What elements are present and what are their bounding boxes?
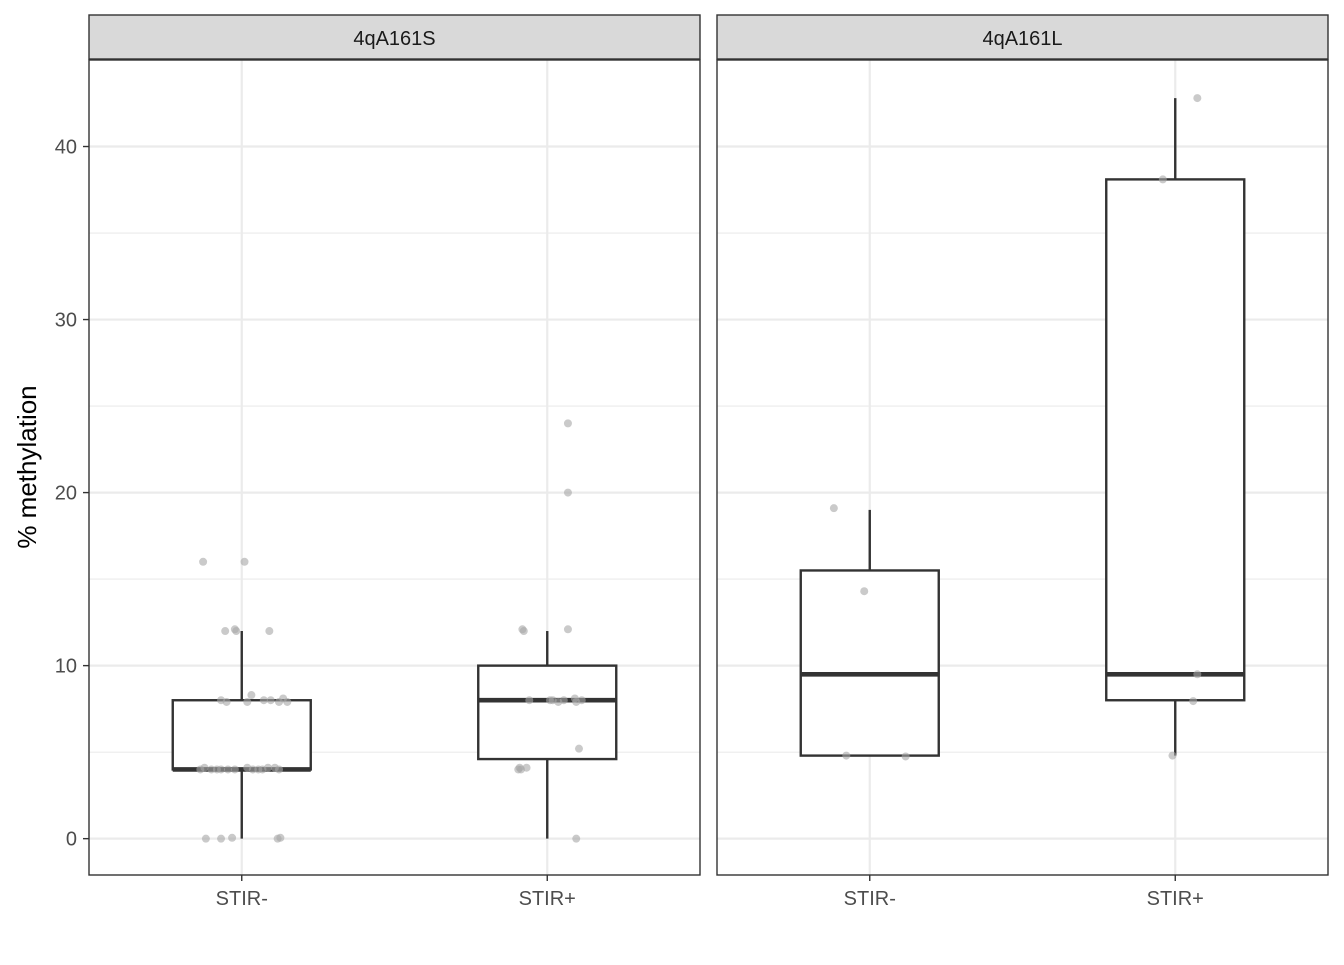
facet-strip-label: 4qA161S — [353, 28, 435, 50]
facet-panel-4qA161S: 4qA161S STIR- STIR+ — [88, 14, 701, 910]
data-point — [248, 765, 257, 774]
data-point — [228, 833, 237, 842]
x-tick-label: STIR- — [216, 888, 268, 910]
data-point — [199, 557, 208, 566]
data-point — [230, 625, 239, 634]
y-tick-label: 10 — [55, 656, 77, 678]
data-point — [563, 419, 572, 428]
y-axis-title: % methylation — [12, 385, 42, 548]
data-point — [217, 834, 226, 843]
data-point — [201, 834, 210, 843]
data-point — [1158, 175, 1167, 184]
data-point — [275, 765, 284, 774]
facet-panel-4qA161L: 4qA161L STIR- STIR+ — [716, 14, 1329, 910]
data-point — [230, 765, 239, 774]
data-point — [1168, 751, 1177, 760]
x-tick-label: STIR- — [844, 888, 896, 910]
facet-panels: 4qA161S STIR- STIR+ 4qA161L STIR- STIR+ — [88, 14, 1329, 910]
data-point — [572, 834, 581, 843]
data-point — [842, 751, 851, 760]
data-point — [259, 696, 268, 705]
box — [477, 664, 618, 761]
data-point — [518, 625, 527, 634]
box — [799, 569, 940, 757]
data-point — [559, 696, 568, 705]
data-point — [522, 763, 531, 772]
data-point — [217, 765, 226, 774]
panel-border — [88, 59, 701, 876]
y-tick-label: 40 — [55, 137, 77, 159]
y-tick-label: 20 — [55, 483, 77, 505]
box — [171, 699, 312, 771]
x-tick-label: STIR+ — [519, 888, 576, 910]
box — [1105, 178, 1246, 702]
x-tick-label: STIR+ — [1147, 888, 1204, 910]
data-point — [200, 763, 209, 772]
data-point — [276, 833, 285, 842]
y-axis: 0 10 20 30 40 — [55, 137, 89, 851]
data-point — [574, 744, 583, 753]
data-point — [829, 504, 838, 513]
data-point — [223, 765, 232, 774]
panel-border — [716, 59, 1329, 876]
data-point — [207, 765, 216, 774]
data-point — [577, 696, 586, 705]
box-group-STIR+ — [477, 419, 618, 843]
data-point — [1193, 670, 1202, 679]
box-group-STIR- — [171, 557, 312, 843]
y-tick-label: 30 — [55, 310, 77, 332]
facet-strip-label: 4qA161L — [982, 28, 1062, 50]
data-point — [283, 697, 292, 706]
data-point — [1193, 94, 1202, 103]
box-group-STIR- — [799, 504, 940, 761]
data-point — [240, 557, 249, 566]
data-point — [901, 752, 910, 761]
data-point — [570, 694, 579, 703]
data-point — [563, 625, 572, 634]
y-tick-label: 0 — [66, 829, 77, 851]
data-point — [263, 763, 272, 772]
data-point — [247, 691, 256, 700]
data-point — [860, 587, 869, 596]
data-point — [243, 697, 252, 706]
data-point — [265, 627, 274, 636]
data-point — [221, 627, 230, 636]
facet-strip — [716, 14, 1329, 60]
data-point — [1189, 697, 1198, 706]
box-group-STIR+ — [1105, 94, 1246, 760]
data-point — [525, 696, 534, 705]
data-point — [563, 488, 572, 497]
data-point — [222, 697, 231, 706]
data-point — [266, 696, 275, 705]
facet-strip — [88, 14, 701, 60]
